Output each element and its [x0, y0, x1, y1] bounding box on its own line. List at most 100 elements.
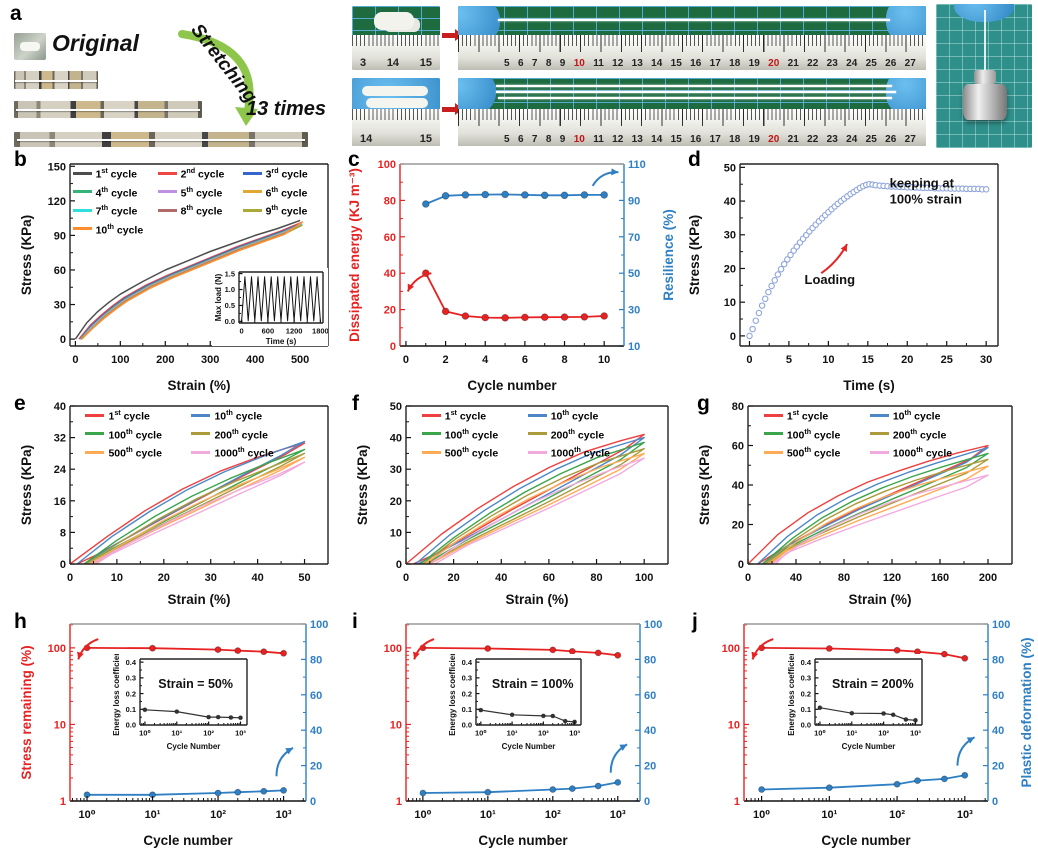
svg-text:10: 10: [728, 719, 740, 731]
chart-legend: 1st cycle 10th cycle 100th cycle 200th cycl…: [421, 406, 634, 462]
svg-text:0: 0: [60, 559, 66, 571]
sample-thumb-coiled: 14 15: [352, 78, 440, 146]
ruler: 14 15: [352, 108, 440, 146]
legend-line-swatch: [191, 413, 211, 417]
chart-svg: 0 100 200 300 400 500 0 30 60 90 120 150 Strain (%) S…: [19, 161, 329, 393]
ruler-number: 23: [826, 58, 838, 69]
ruler-number: 8: [545, 58, 552, 69]
legend-label: 1st cycle: [444, 409, 487, 423]
svg-text:10²: 10²: [889, 809, 905, 821]
ruler-number: 27: [904, 58, 916, 69]
svg-text:Energy loss coefficient: Energy loss coefficient: [787, 654, 796, 736]
legend-line-swatch: [421, 450, 441, 454]
sample-photo-stretched-2: [14, 101, 202, 118]
svg-text:160: 160: [931, 572, 949, 584]
ruler-number: 17: [709, 134, 721, 145]
panel-e-chart: 0 10 20 30 40 50 0 8 16 24 32 40 Strain (%) Stress (K…: [16, 398, 346, 612]
ruler-number: 14: [651, 134, 663, 145]
ruler-number: 10: [573, 134, 585, 145]
svg-text:24: 24: [54, 464, 67, 476]
svg-text:10: 10: [111, 572, 123, 584]
legend-label: 1000th cycle: [550, 446, 611, 460]
svg-text:Cycle Number: Cycle Number: [167, 742, 221, 751]
ruler-number: 13: [631, 134, 643, 145]
legend-line-swatch: [191, 450, 211, 454]
ruler-number: 11: [593, 134, 604, 145]
svg-text:0.4: 0.4: [462, 658, 473, 667]
svg-text:0: 0: [746, 354, 752, 366]
legend-entry: 500th cycle: [85, 443, 191, 462]
sample-photo-original: [14, 33, 46, 60]
weight-knob: [974, 70, 996, 84]
panel-label-f: f: [352, 392, 359, 415]
svg-text:60: 60: [54, 265, 66, 277]
legend-entry: 10th cycle: [72, 220, 158, 239]
svg-text:Dissipated energy (KJ m⁻³): Dissipated energy (KJ m⁻³): [347, 168, 362, 342]
chart-svg: 10⁰ 10¹ 10² 10³ 1 10 100 0 20 40 60 80 100 Cycle numb…: [19, 619, 328, 848]
legend-entry: 100th cycle: [763, 425, 870, 444]
svg-text:10: 10: [724, 297, 736, 309]
svg-text:100: 100: [378, 159, 396, 171]
legend-entry: 100th cycle: [421, 425, 528, 444]
svg-text:Stress (KPa): Stress (KPa): [697, 445, 712, 525]
svg-text:0.0: 0.0: [462, 721, 472, 730]
legend-line-swatch: [869, 450, 889, 454]
legend-label: 5th cycle: [180, 185, 223, 200]
chart-inset: 10⁰ 10¹ 10² 10³ 0.0 0.1 0.2 0.3 0.4 Cycle Number E…: [446, 654, 586, 751]
svg-text:10¹: 10¹: [145, 809, 161, 821]
svg-text:0.1: 0.1: [126, 705, 136, 714]
legend-label: 200th cycle: [214, 427, 268, 442]
ruler-number: 15: [670, 58, 682, 69]
ruler-number: 13: [631, 58, 643, 69]
svg-text:0: 0: [60, 334, 66, 346]
legend-line-swatch: [242, 208, 262, 212]
svg-text:600: 600: [262, 327, 275, 336]
stretched-fiber: [498, 19, 890, 21]
svg-text:0.3: 0.3: [801, 674, 811, 683]
svg-text:10²: 10²: [538, 729, 549, 738]
ruler-number: 8: [545, 134, 552, 145]
svg-text:1: 1: [60, 796, 66, 808]
svg-text:10: 10: [598, 354, 610, 366]
svg-text:Cycle Number: Cycle Number: [842, 742, 896, 751]
legend-line-swatch: [85, 432, 105, 436]
legend-label: 1000th cycle: [892, 446, 953, 460]
panel-label-j: j: [692, 610, 698, 633]
panel-label-c: c: [348, 148, 360, 171]
chart-svg: 10⁰ 10¹ 10² 10³ 0.0 0.1 0.2 0.3 0.4 Cycle Number E…: [787, 654, 923, 751]
svg-text:4: 4: [482, 354, 489, 366]
svg-text:0.3: 0.3: [462, 674, 472, 683]
panel-label-b: b: [14, 148, 27, 171]
legend-label: 1st cycle: [108, 409, 150, 423]
svg-text:16: 16: [54, 496, 66, 508]
svg-text:0: 0: [644, 796, 650, 808]
svg-text:20: 20: [644, 761, 656, 773]
svg-text:80: 80: [838, 572, 850, 584]
legend-line-swatch: [421, 413, 441, 417]
ruler-number: 6: [517, 58, 524, 69]
legend-entry: 1st cycle: [85, 406, 191, 425]
svg-text:Strain (%): Strain (%): [848, 592, 911, 607]
arrow-right-icon: [442, 103, 463, 115]
legend-label: 10th cycle: [550, 409, 599, 423]
ruler-number: 23: [826, 134, 838, 145]
svg-text:80: 80: [732, 401, 744, 413]
chart-legend: 1st cycle 10th cycle 100th cycle 200th cycl…: [763, 406, 976, 462]
svg-text:200: 200: [156, 354, 174, 366]
ruler: 5 6 7 8 9 10 11 12 13 14 15 16 17 18 19 20 21 22 23 24 25 26 2…: [458, 34, 926, 70]
ruler-number: 5: [504, 134, 510, 145]
svg-text:10⁰: 10⁰: [753, 809, 770, 821]
svg-text:0.2: 0.2: [126, 689, 136, 698]
ruler-number: 19: [748, 58, 760, 69]
legend-line-swatch: [72, 208, 92, 212]
chart-legend: 1st cycle 2nd cycle 3rd cycle 4th cycle 5th …: [72, 164, 328, 239]
legend-entry: 3rd cycle: [242, 164, 328, 183]
svg-text:15: 15: [862, 354, 874, 366]
svg-text:20: 20: [390, 496, 402, 508]
svg-text:80: 80: [992, 654, 1004, 666]
svg-text:0.4: 0.4: [801, 658, 812, 667]
ruler-number: 19: [748, 134, 760, 145]
svg-text:100: 100: [48, 643, 66, 655]
svg-text:20: 20: [724, 263, 736, 275]
